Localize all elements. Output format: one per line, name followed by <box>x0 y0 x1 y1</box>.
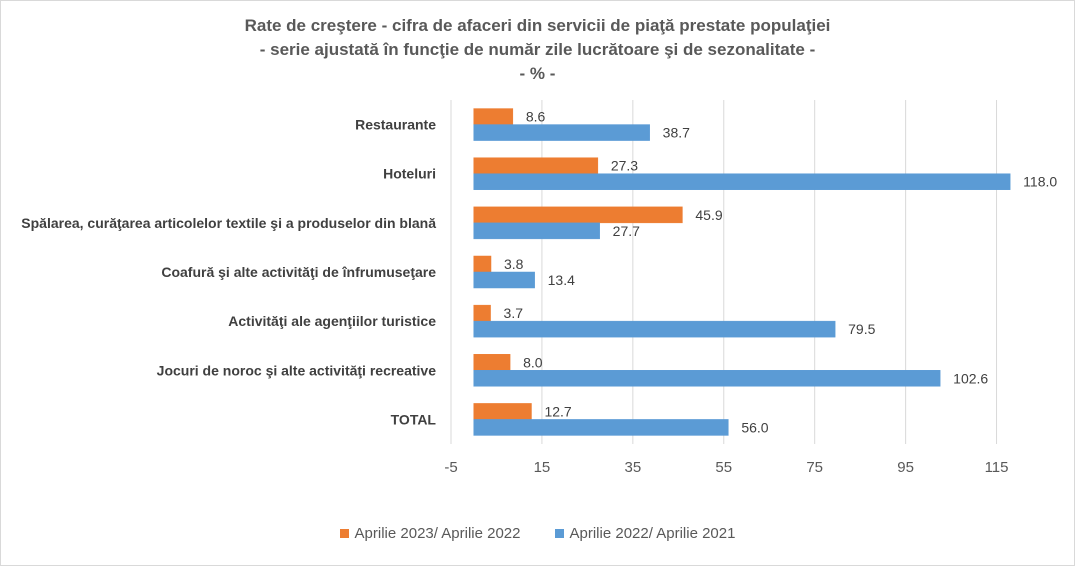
data-label: 45.9 <box>695 207 722 223</box>
x-tick-label: -5 <box>444 459 457 476</box>
x-tick-label: 55 <box>715 459 732 476</box>
legend: Aprilie 2023/ Aprilie 2022 Aprilie 2022/… <box>0 525 1075 542</box>
category-label: Restaurante <box>355 117 436 133</box>
data-label: 8.6 <box>526 109 546 125</box>
data-label: 38.7 <box>663 125 690 141</box>
bar-orange <box>473 255 492 273</box>
data-label: 56.0 <box>741 419 768 435</box>
chart-title: Rate de creştere - cifra de afaceri din … <box>0 14 1075 86</box>
legend-label-orange: Aprilie 2023/ Aprilie 2022 <box>354 525 521 542</box>
data-label: 27.7 <box>613 223 640 239</box>
bar-orange <box>473 304 491 322</box>
data-label: 13.4 <box>548 272 575 288</box>
legend-item-orange: Aprilie 2023/ Aprilie 2022 <box>339 525 521 542</box>
bar-blue <box>473 173 1011 190</box>
bar-blue <box>473 222 600 240</box>
bar-blue <box>473 419 729 436</box>
data-label: 118.0 <box>1023 174 1057 190</box>
bar-orange <box>473 108 514 125</box>
category-label: Coafură şi alte activităţi de înfrumuseţ… <box>161 264 436 280</box>
data-label: 102.6 <box>953 370 988 386</box>
x-tick-label: 15 <box>534 459 551 476</box>
bar-blue <box>473 320 836 338</box>
legend-label-blue: Aprilie 2022/ Aprilie 2021 <box>569 525 736 542</box>
x-tick-labels: -5 15 35 55 75 95 115 <box>444 459 1008 476</box>
chart-title-line-3: - % - <box>519 64 556 83</box>
category-label: Spălarea, curăţarea articolelor textile … <box>21 215 436 231</box>
category-label: Activităţi ale agenţiilor turistice <box>228 313 436 329</box>
x-tick-label: 115 <box>985 459 1009 476</box>
legend-swatch-blue <box>554 529 564 538</box>
data-label: 3.8 <box>504 256 524 272</box>
data-label: 27.3 <box>611 158 638 174</box>
chart-title-line-2: - serie ajustată în funcţie de număr zil… <box>259 40 816 59</box>
bar-blue <box>473 124 650 141</box>
bar-orange <box>473 354 511 371</box>
category-labels: Restaurante Hoteluri Spălarea, curăţarea a… <box>21 117 436 428</box>
chart-title-line-1: Rate de creştere - cifra de afaceri din … <box>244 16 831 35</box>
bar-orange <box>473 157 599 174</box>
data-label: 8.0 <box>523 354 543 370</box>
x-tick-label: 95 <box>897 459 914 476</box>
data-label: 3.7 <box>504 305 524 321</box>
data-label: 12.7 <box>544 403 571 419</box>
category-label: Jocuri de noroc şi alte activităţi recre… <box>157 362 437 378</box>
gridlines <box>450 100 998 444</box>
bar-orange <box>473 403 532 420</box>
bar-blue <box>473 370 941 387</box>
category-label: Hoteluri <box>383 166 436 182</box>
bar-orange <box>473 206 683 224</box>
data-labels: 8.6 38.7 27.3 118.0 45.9 27.7 3.8 13.4 3.7 79.5 8.… <box>504 109 1058 436</box>
bar-blue <box>473 271 535 289</box>
legend-item-blue: Aprilie 2022/ Aprilie 2021 <box>554 525 736 542</box>
legend-swatch-orange <box>339 529 349 538</box>
category-label: TOTAL <box>391 411 437 427</box>
data-label: 79.5 <box>848 321 875 337</box>
bars <box>473 108 1011 436</box>
x-tick-label: 35 <box>625 459 642 476</box>
x-tick-label: 75 <box>806 459 823 476</box>
